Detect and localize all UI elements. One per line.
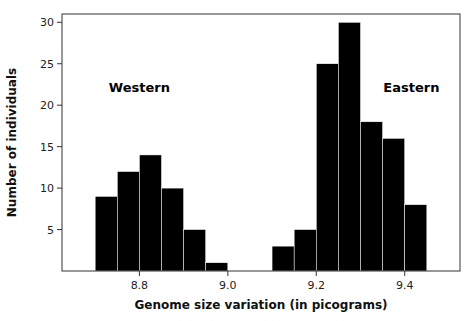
y-tick-label: 25 (40, 58, 54, 71)
bar (338, 22, 360, 271)
y-tick-label: 5 (47, 224, 54, 237)
bar (405, 205, 427, 271)
x-axis-label: Genome size variation (in picograms) (134, 298, 387, 312)
bar (316, 64, 338, 271)
y-tick-label: 20 (40, 99, 54, 112)
bar (206, 263, 228, 271)
y-tick (57, 188, 62, 189)
bar (117, 172, 139, 271)
bar (272, 246, 294, 271)
y-tick (57, 229, 62, 230)
annotation: Eastern (383, 80, 439, 95)
bar (95, 196, 117, 271)
y-tick-label: 30 (40, 16, 54, 29)
chart: 8.8 9.0 9.2 9.4 5 10 15 20 25 30 Genome size varia… (0, 0, 474, 321)
bar (139, 155, 161, 271)
bar (361, 122, 383, 271)
y-tick-label: 10 (40, 182, 54, 195)
y-tick (57, 105, 62, 106)
x-tick (139, 271, 140, 276)
x-tick-label: 9.4 (396, 279, 414, 292)
bar (184, 230, 206, 271)
y-tick (57, 63, 62, 64)
bar (162, 188, 184, 271)
x-tick (227, 271, 228, 276)
y-tick (57, 146, 62, 147)
x-tick (316, 271, 317, 276)
y-axis-label: Number of individuals (5, 68, 19, 217)
x-tick-label: 9.0 (219, 279, 237, 292)
x-tick-label: 8.8 (131, 279, 149, 292)
y-tick (57, 22, 62, 23)
bars (95, 22, 427, 271)
x-tick (404, 271, 405, 276)
x-tick-label: 9.2 (308, 279, 326, 292)
bar (294, 230, 316, 271)
annotation: Western (109, 80, 170, 95)
plot-frame (62, 14, 460, 271)
y-tick-label: 15 (40, 141, 54, 154)
bar (383, 138, 405, 271)
